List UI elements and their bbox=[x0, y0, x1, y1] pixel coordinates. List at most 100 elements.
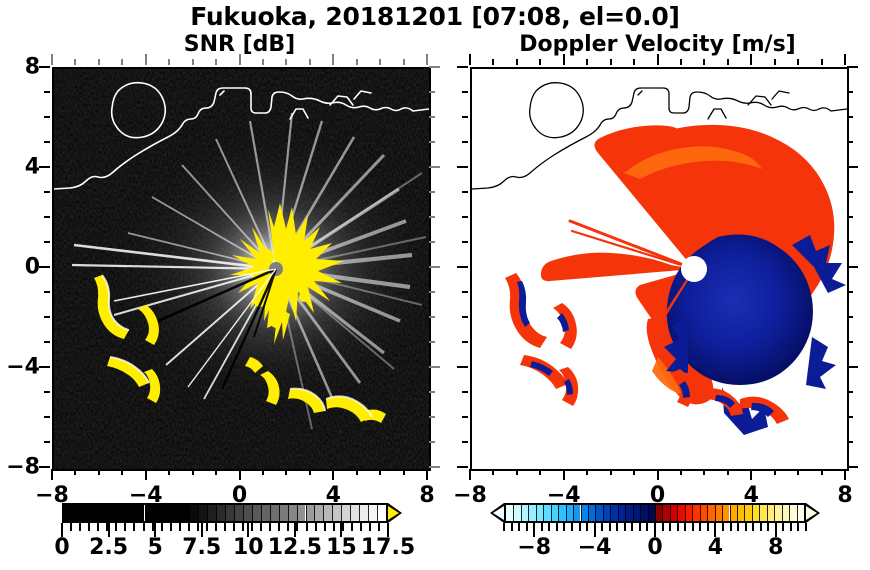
y-tick-right-snr-4 bbox=[429, 166, 440, 168]
y-tick-doppler-4 bbox=[457, 166, 468, 168]
doppler-colorbar-minor-tick bbox=[691, 523, 694, 531]
snr-colorbar-segment-divider bbox=[251, 505, 253, 521]
y-tick-right-snr-0 bbox=[429, 266, 440, 268]
snr-colorbar-segment-divider bbox=[72, 505, 74, 521]
doppler-colorbar-minor-tick bbox=[525, 523, 528, 531]
doppler-colorbar-minor-tick bbox=[555, 523, 558, 531]
doppler-colorbar-segment bbox=[699, 505, 708, 521]
x-tick-doppler--3 bbox=[586, 469, 589, 475]
y-tick-right-snr--8 bbox=[429, 466, 440, 468]
doppler-colorbar-segment bbox=[640, 505, 648, 521]
doppler-colorbar-minor-tick bbox=[729, 523, 732, 531]
y-tick-snr--7 bbox=[44, 441, 50, 443]
y-tick-snr-6 bbox=[44, 116, 50, 118]
x-tick-doppler-7 bbox=[820, 469, 823, 475]
snr-colorbar-minor-tick bbox=[260, 523, 263, 531]
y-tick-doppler--7 bbox=[462, 441, 468, 443]
x-tick-snr--4 bbox=[144, 469, 147, 480]
doppler-colorbar-segment-divider bbox=[655, 505, 656, 521]
snr-colorbar-minor-tick bbox=[332, 523, 335, 531]
x-tick-snr--8 bbox=[51, 469, 53, 480]
snr-colorbar-minor-tick bbox=[124, 523, 127, 531]
x-tick-doppler--7 bbox=[492, 469, 495, 475]
snr-colorbar-minor-tick bbox=[296, 523, 299, 531]
x-tick-doppler--4 bbox=[562, 469, 565, 480]
snr-colorbar-segment bbox=[153, 505, 163, 521]
doppler-colorbar-segment-divider bbox=[528, 505, 530, 521]
doppler-colorbar-segment bbox=[796, 505, 804, 521]
snr-colorbar-segment bbox=[117, 505, 127, 521]
x-tick-top-snr-8 bbox=[426, 54, 428, 65]
doppler-plot-area[interactable] bbox=[470, 67, 849, 471]
snr-colorbar-segment-divider bbox=[171, 505, 173, 521]
snr-colorbar-segment-divider bbox=[350, 505, 352, 521]
doppler-panel-title: Doppler Velocity [m/s] bbox=[519, 32, 796, 57]
y-ticklabel-snr-4: −8 bbox=[6, 454, 40, 480]
y-tick-right-snr-6 bbox=[429, 116, 435, 118]
y-tick-right-doppler-0 bbox=[847, 266, 858, 268]
snr-colorbar-segment-divider bbox=[117, 505, 119, 521]
y-tick-snr-3 bbox=[44, 191, 50, 193]
doppler-colorbar-minor-tick bbox=[805, 523, 807, 531]
snr-coastline bbox=[54, 81, 429, 190]
y-tick-right-snr--7 bbox=[429, 441, 435, 443]
doppler-colorbar-segment bbox=[513, 505, 521, 521]
y-ticklabel-snr-3: −4 bbox=[6, 354, 40, 380]
snr-plot-area[interactable] bbox=[52, 67, 431, 471]
snr-colorbar-minor-tick bbox=[224, 523, 226, 531]
x-tick-top-doppler-3 bbox=[726, 59, 729, 65]
snr-colorbar[interactable]: 0 2.5 5 7.5 10 12.5 15 17.5 bbox=[54, 503, 415, 560]
snr-colorbar-minor-tick bbox=[242, 523, 245, 531]
y-tick-right-doppler-3 bbox=[847, 191, 853, 193]
snr-colorbar-segment bbox=[162, 505, 172, 521]
snr-colorbar-minor-tick bbox=[377, 523, 380, 531]
x-tick-top-snr-1 bbox=[261, 59, 264, 65]
doppler-colorbar-segment-divider bbox=[617, 505, 619, 521]
snr-colorbar-segment-divider bbox=[305, 505, 307, 521]
snr-colorbar-minor-tick bbox=[214, 523, 217, 531]
snr-colorbar-minor-tick bbox=[133, 523, 136, 531]
snr-colorbar-segment bbox=[350, 505, 360, 521]
x-tick-snr-8 bbox=[426, 469, 428, 480]
y-tick-right-snr--3 bbox=[429, 341, 435, 343]
doppler-colorbar-minor-tick bbox=[510, 523, 513, 531]
snr-colorbar-segment bbox=[287, 505, 297, 521]
doppler-colorbar-minor-tick bbox=[616, 523, 619, 531]
snr-colorbar-segment bbox=[90, 505, 100, 521]
snr-colorbar-minor-tick bbox=[142, 523, 145, 531]
doppler-colorbar-segment-divider bbox=[558, 505, 560, 521]
doppler-colorbar[interactable]: −8 −4 0 4 8 bbox=[490, 503, 820, 560]
doppler-colorbar-major-tick bbox=[714, 523, 717, 537]
x-tick-top-doppler--2 bbox=[609, 59, 612, 65]
doppler-colorbar-segment bbox=[587, 505, 596, 521]
doppler-colorbar-minor-tick bbox=[646, 523, 649, 531]
y-tick-doppler--2 bbox=[462, 316, 468, 318]
x-tick-doppler--5 bbox=[539, 469, 542, 475]
snr-colorbar-segment-divider bbox=[207, 505, 209, 521]
snr-colorbar-major-tick bbox=[387, 523, 389, 537]
x-tick-top-doppler-6 bbox=[797, 59, 800, 65]
y-tick-doppler--3 bbox=[462, 341, 468, 343]
doppler-colorbar-segment bbox=[669, 505, 678, 521]
snr-colorbar-segment-divider bbox=[126, 505, 128, 521]
doppler-colorbar-minor-tick bbox=[699, 523, 702, 531]
x-tick-top-snr--2 bbox=[191, 59, 194, 65]
doppler-colorbar-segment bbox=[662, 505, 670, 521]
doppler-colorbar-minor-tick bbox=[767, 523, 770, 531]
snr-colorbar-segment bbox=[99, 505, 109, 521]
x-tick-snr--3 bbox=[168, 469, 171, 475]
x-tick-top-snr--7 bbox=[74, 59, 77, 65]
doppler-colorbar-minor-tick bbox=[548, 523, 551, 531]
x-tick-doppler-6 bbox=[797, 469, 800, 475]
x-tick-top-snr--6 bbox=[97, 59, 100, 65]
snr-colorbar-segment-divider bbox=[314, 505, 316, 521]
y-tick-right-doppler--4 bbox=[847, 366, 858, 368]
doppler-colorbar-ticklabel: −4 bbox=[577, 535, 612, 560]
y-tick-snr-5 bbox=[44, 141, 50, 143]
doppler-colorbar-segment-divider bbox=[714, 505, 716, 521]
doppler-colorbar-segment-divider bbox=[669, 505, 671, 521]
snr-panel-title: SNR [dB] bbox=[183, 32, 296, 57]
x-tick-top-snr--1 bbox=[215, 59, 218, 65]
y-tick-right-snr-3 bbox=[429, 191, 435, 193]
